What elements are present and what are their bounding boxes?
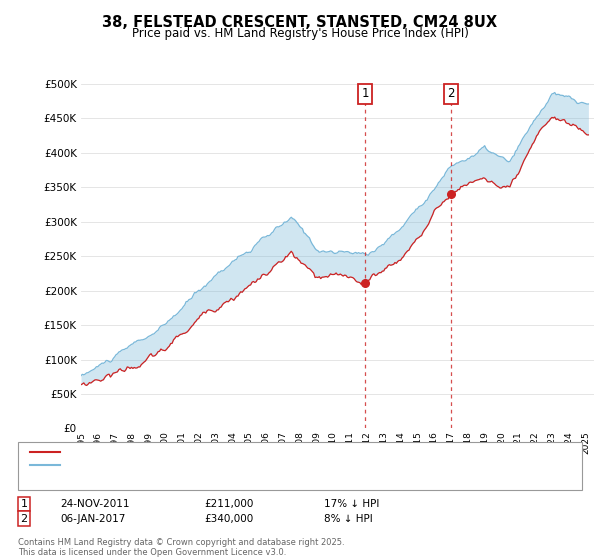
Text: 24-NOV-2011: 24-NOV-2011 (60, 499, 130, 509)
Text: Contains HM Land Registry data © Crown copyright and database right 2025.
This d: Contains HM Land Registry data © Crown c… (18, 538, 344, 557)
Text: 2: 2 (448, 87, 455, 100)
Text: 1: 1 (362, 87, 369, 100)
Text: 38, FELSTEAD CRESCENT, STANSTED, CM24 8UX (semi-detached house): 38, FELSTEAD CRESCENT, STANSTED, CM24 8U… (66, 447, 419, 457)
Text: 17% ↓ HPI: 17% ↓ HPI (324, 499, 379, 509)
Text: 1: 1 (20, 499, 28, 509)
Text: HPI: Average price, semi-detached house, Uttlesford: HPI: Average price, semi-detached house,… (66, 460, 322, 470)
Text: Price paid vs. HM Land Registry's House Price Index (HPI): Price paid vs. HM Land Registry's House … (131, 27, 469, 40)
Text: 38, FELSTEAD CRESCENT, STANSTED, CM24 8UX: 38, FELSTEAD CRESCENT, STANSTED, CM24 8U… (103, 15, 497, 30)
Text: £340,000: £340,000 (204, 514, 253, 524)
Text: 2: 2 (20, 514, 28, 524)
Text: 8% ↓ HPI: 8% ↓ HPI (324, 514, 373, 524)
Text: 06-JAN-2017: 06-JAN-2017 (60, 514, 125, 524)
Text: £211,000: £211,000 (204, 499, 253, 509)
